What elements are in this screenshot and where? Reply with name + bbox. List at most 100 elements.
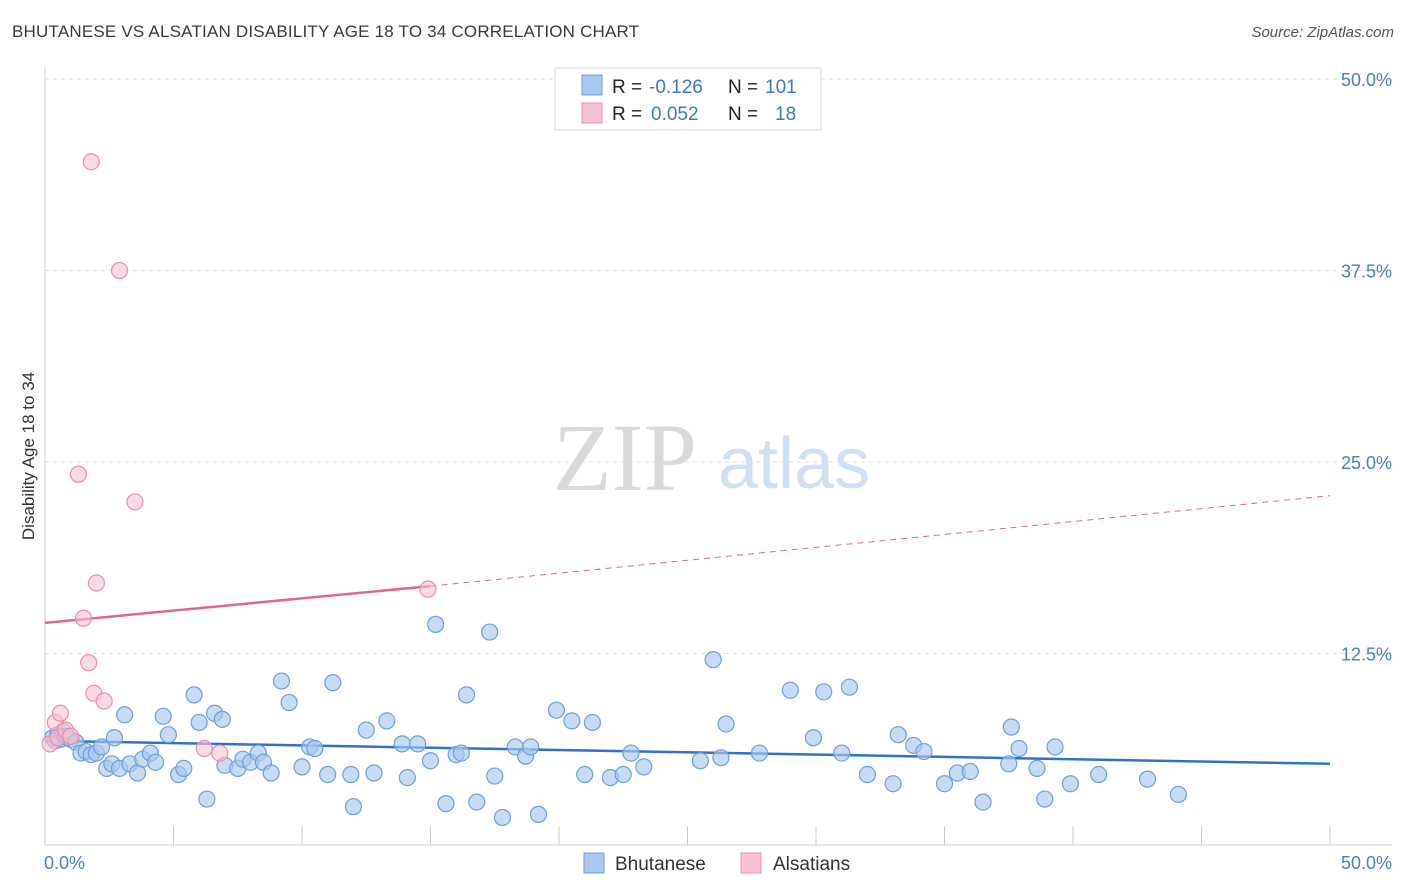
point-alsatians-6 <box>69 465 88 483</box>
point-bhutanese-104 <box>1138 770 1157 788</box>
point-bhutanese-61 <box>468 793 486 811</box>
point-bhutanese-64 <box>493 808 512 827</box>
point-bhutanese-84 <box>815 683 833 701</box>
point-bhutanese-105 <box>1169 785 1187 804</box>
point-bhutanese-29 <box>190 713 208 732</box>
point-bhutanese-25 <box>159 726 177 744</box>
gridlines <box>45 78 1392 654</box>
trend-line-alsatians <box>44 584 431 625</box>
point-bhutanese-103 <box>1090 765 1108 784</box>
point-bhutanese-75 <box>622 744 640 762</box>
point-bhutanese-72 <box>583 713 602 732</box>
point-bhutanese-39 <box>262 764 280 782</box>
tick-labels: 12.5% 25.0% 37.5% 50.0% 0.0% 50.0% <box>44 70 1392 873</box>
legend-r-value-1: -0.126 <box>649 77 703 98</box>
point-bhutanese-83 <box>804 729 823 747</box>
point-alsatians-17 <box>419 580 437 598</box>
point-bhutanese-92 <box>935 775 954 793</box>
point-bhutanese-102 <box>1061 775 1080 793</box>
point-bhutanese-42 <box>293 758 311 776</box>
bottom-legend-alsatians: Alsatians <box>773 854 850 875</box>
y-tick-label-1: 25.0% <box>1341 453 1392 473</box>
point-alsatians-8 <box>80 654 98 672</box>
point-bhutanese-57 <box>437 795 455 813</box>
point-alsatians-5 <box>62 727 80 745</box>
point-bhutanese-97 <box>1002 718 1020 736</box>
point-bhutanese-59 <box>452 744 470 762</box>
point-bhutanese-50 <box>365 764 383 782</box>
point-bhutanese-96 <box>1000 755 1018 773</box>
point-bhutanese-40 <box>272 672 291 690</box>
trend-line-alsatians-extended <box>430 495 1331 587</box>
point-bhutanese-88 <box>884 775 902 793</box>
point-bhutanese-13 <box>92 738 111 756</box>
point-bhutanese-47 <box>342 765 360 784</box>
point-bhutanese-63 <box>486 767 504 785</box>
point-bhutanese-99 <box>1028 759 1046 778</box>
point-bhutanese-62 <box>481 623 499 641</box>
data-points <box>41 153 1187 827</box>
point-bhutanese-27 <box>175 759 193 778</box>
bottom-legend: Bhutanese Alsatians <box>583 852 850 875</box>
point-bhutanese-70 <box>563 712 581 730</box>
point-bhutanese-76 <box>635 758 653 776</box>
point-bhutanese-71 <box>576 765 594 784</box>
point-alsatians-7 <box>74 609 93 627</box>
legend-r-label-1: R = <box>612 77 642 98</box>
point-bhutanese-91 <box>915 742 933 761</box>
point-bhutanese-53 <box>398 768 416 787</box>
point-bhutanese-86 <box>840 678 859 696</box>
point-bhutanese-41 <box>280 693 298 712</box>
point-bhutanese-48 <box>344 798 362 816</box>
point-bhutanese-16 <box>105 729 123 747</box>
point-bhutanese-94 <box>961 762 979 781</box>
point-alsatians-11 <box>87 574 106 592</box>
point-bhutanese-30 <box>198 790 216 808</box>
bottom-legend-swatch-alsatians <box>740 852 762 874</box>
point-bhutanese-68 <box>529 805 548 823</box>
point-bhutanese-80 <box>717 715 735 733</box>
y-tick-label-3: 50.0% <box>1341 70 1392 90</box>
legend-n-value-2: 18 <box>775 104 796 125</box>
legend-n-value-1: 101 <box>765 77 797 98</box>
point-bhutanese-77 <box>691 752 709 770</box>
point-alsatians-3 <box>51 704 70 722</box>
point-bhutanese-23 <box>146 753 165 771</box>
chart-title: BHUTANESE VS ALSATIAN DISABILITY AGE 18 … <box>12 22 640 41</box>
point-bhutanese-85 <box>833 744 851 762</box>
legend-n-label-1: N = <box>728 77 758 98</box>
point-bhutanese-18 <box>116 706 134 724</box>
point-bhutanese-56 <box>427 615 445 633</box>
point-bhutanese-54 <box>409 735 427 753</box>
point-bhutanese-52 <box>393 735 411 753</box>
point-bhutanese-79 <box>712 749 730 767</box>
x-tick-label-max: 50.0% <box>1341 853 1392 873</box>
point-alsatians-9 <box>82 153 100 171</box>
point-bhutanese-78 <box>704 651 722 669</box>
point-bhutanese-100 <box>1036 790 1054 808</box>
trend-lines <box>44 495 1331 766</box>
bottom-legend-bhutanese: Bhutanese <box>615 854 706 875</box>
point-bhutanese-49 <box>357 721 375 739</box>
y-tick-label-2: 37.5% <box>1341 262 1392 282</box>
watermark-atlas: atlas <box>718 424 870 504</box>
point-bhutanese-24 <box>154 707 172 725</box>
point-bhutanese-89 <box>889 726 907 744</box>
y-axis-label: Disability Age 18 to 34 <box>19 372 38 540</box>
point-bhutanese-101 <box>1046 738 1064 756</box>
point-bhutanese-32 <box>213 710 231 728</box>
point-bhutanese-81 <box>750 744 769 762</box>
legend-r-label-2: R = <box>612 104 642 125</box>
y-tick-label-0: 12.5% <box>1341 645 1392 665</box>
point-bhutanese-46 <box>324 674 342 692</box>
legend-n-label-2: N = <box>728 104 758 125</box>
point-bhutanese-98 <box>1010 739 1028 758</box>
point-bhutanese-95 <box>974 793 992 811</box>
stats-legend: R = -0.126 N = 101 R = 0.052 N = 18 <box>554 67 822 131</box>
point-bhutanese-82 <box>781 681 799 699</box>
point-bhutanese-74 <box>614 765 632 784</box>
bottom-legend-swatch-bhutanese <box>583 852 605 874</box>
point-bhutanese-87 <box>858 765 877 784</box>
point-alsatians-15 <box>195 739 213 758</box>
